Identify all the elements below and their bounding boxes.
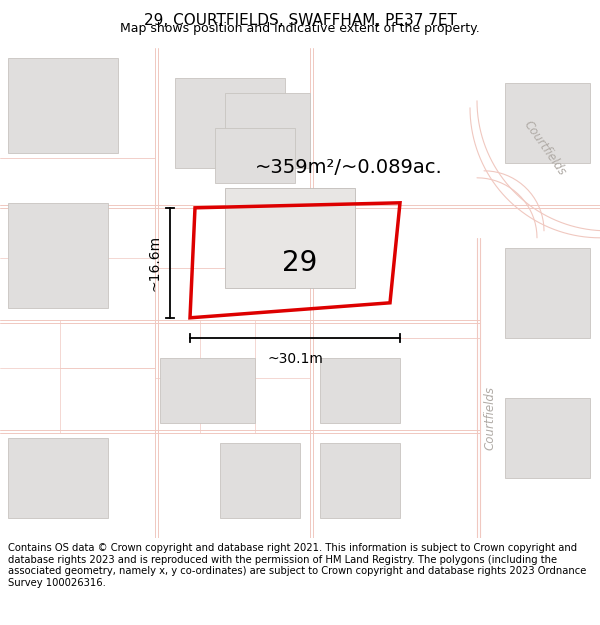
Bar [505, 398, 590, 478]
Bar [175, 78, 285, 168]
Bar [220, 442, 300, 518]
Text: 29: 29 [283, 249, 317, 277]
Text: Courtfields: Courtfields [484, 386, 497, 450]
Text: 29, COURTFIELDS, SWAFFHAM, PE37 7ET: 29, COURTFIELDS, SWAFFHAM, PE37 7ET [143, 12, 457, 28]
Text: ~30.1m: ~30.1m [267, 352, 323, 366]
Bar [160, 357, 255, 422]
Bar [505, 248, 590, 338]
Text: ~359m²/~0.089ac.: ~359m²/~0.089ac. [255, 158, 443, 177]
Text: Map shows position and indicative extent of the property.: Map shows position and indicative extent… [120, 22, 480, 35]
Bar [225, 92, 310, 168]
Text: Contains OS data © Crown copyright and database right 2021. This information is : Contains OS data © Crown copyright and d… [8, 543, 586, 588]
Bar [8, 438, 108, 518]
Bar [8, 202, 108, 308]
Bar [320, 357, 400, 422]
Bar [215, 127, 295, 182]
Bar [225, 188, 355, 288]
Bar [320, 442, 400, 518]
Bar [8, 58, 118, 152]
Text: ~16.6m: ~16.6m [148, 235, 162, 291]
Text: Courtfields: Courtfields [521, 118, 569, 178]
Bar [505, 82, 590, 162]
